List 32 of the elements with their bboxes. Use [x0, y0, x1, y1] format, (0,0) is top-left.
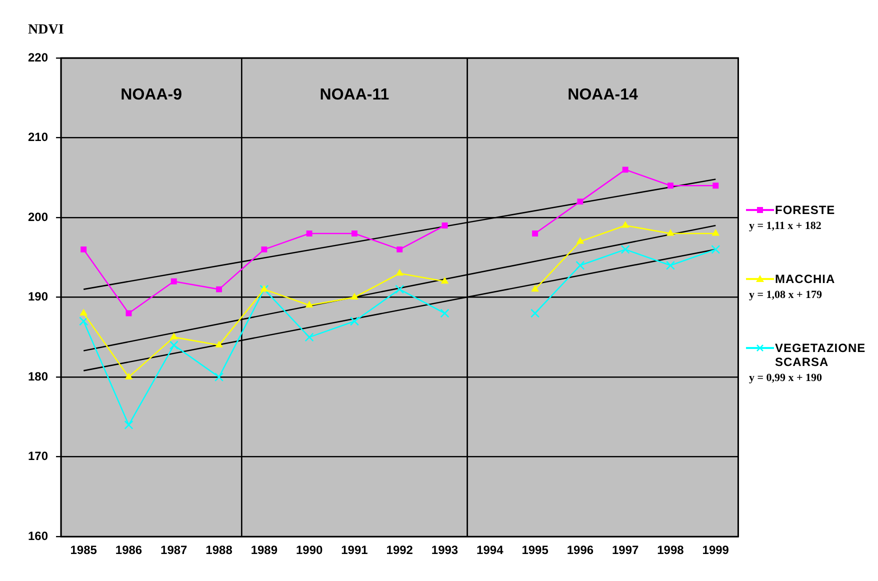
y-tick-label: 170	[28, 449, 48, 464]
y-axis-title: NDVI	[28, 22, 64, 38]
y-tick-label: 210	[28, 130, 48, 144]
y-tick-label: 220	[28, 50, 48, 64]
x-tick-label: 1995	[522, 543, 549, 558]
x-tick-label: 1991	[341, 543, 368, 558]
x-tick-label: 1994	[476, 543, 504, 558]
text: y = 1,11 x + 182	[749, 220, 822, 232]
x-tick-label: 1990	[296, 543, 323, 558]
x-tick-label: 1997	[612, 543, 640, 558]
x-tick-label: 1999	[702, 543, 730, 558]
band-label: NOAA-11	[320, 86, 390, 104]
legend-label: VEGETAZIONE SCARSA	[775, 341, 867, 369]
text: y = 1,08 x + 179	[749, 289, 824, 301]
x-tick-label: 1998	[657, 543, 684, 558]
y-tick-label: 190	[28, 290, 48, 304]
x-tick-label: 1985	[70, 543, 98, 558]
y-tick-label: 160	[28, 528, 48, 543]
x-tick-label: 1992	[386, 543, 414, 558]
legend-label: MACCHIA	[775, 272, 836, 286]
x-tick-label: 1987	[160, 543, 188, 558]
x-tick-label: 1986	[115, 543, 142, 558]
x-tick-label: 1996	[566, 543, 594, 558]
band-label: NOAA-14	[568, 86, 638, 104]
x-tick-label: 1988	[206, 543, 233, 558]
y-tick-label: 180	[28, 369, 48, 384]
legend-label: FORESTE	[775, 203, 836, 217]
text: y = 0,99 x + 190	[749, 372, 824, 384]
band-label: NOAA-9	[120, 86, 182, 104]
x-tick-label: 1993	[431, 543, 458, 558]
y-tick-label: 200	[28, 210, 48, 224]
x-tick-label: 1989	[250, 543, 278, 558]
